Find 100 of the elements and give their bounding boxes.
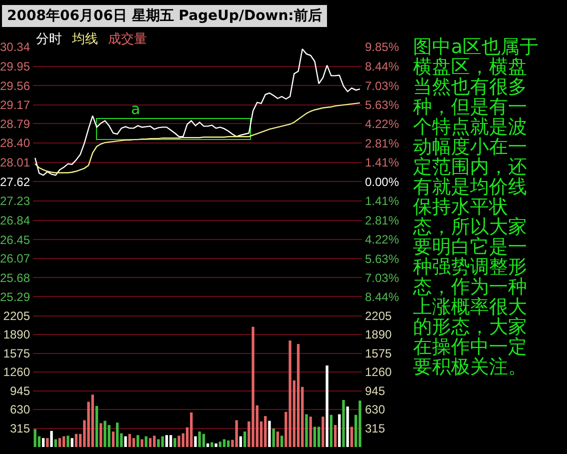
bar <box>198 432 201 447</box>
y2-tick-label: 4.22% <box>365 232 400 247</box>
bar <box>174 438 176 447</box>
bar <box>157 439 160 447</box>
bar <box>178 436 180 447</box>
bar <box>95 406 98 447</box>
bar <box>235 420 238 447</box>
y-tick-label: 30.34 <box>0 40 30 54</box>
y2-tick-label: 8.44% <box>365 59 400 74</box>
bar <box>218 442 222 447</box>
bar <box>169 435 172 447</box>
bar <box>210 442 214 447</box>
y-tick-label: 28.79 <box>0 116 30 131</box>
bar <box>91 394 94 447</box>
bar <box>194 436 197 447</box>
text: 均线 <box>72 32 98 47</box>
text: 图中a区也属于横盘区，横盘当然也有很多种，但是有一个特点就是波动幅度小在一定范围内，还有就是均价线保持水平状态，所以大家要明白它是一种强势调整形态，作为一种上涨概率很大的形态，大家在操作中一定要积极关注。 <box>413 36 539 378</box>
bar <box>136 435 140 447</box>
y-tick-label: 26.45 <box>0 232 30 247</box>
y2-tick-label: 945 <box>365 384 386 398</box>
y2-tick-label: 9.85% <box>365 40 400 54</box>
y2-tick-label: 4.22% <box>365 117 400 132</box>
bar <box>132 438 136 447</box>
bar <box>322 416 324 447</box>
bar <box>296 344 300 447</box>
y2-tick-label: 1.41% <box>365 194 400 208</box>
line-series <box>34 102 361 174</box>
y2-tick-label: 1575 <box>365 346 392 360</box>
bar <box>350 426 354 447</box>
bar <box>305 414 308 447</box>
y-tick-label: 26.84 <box>0 213 30 228</box>
y2-tick-label: 0.00% <box>365 174 400 189</box>
y-tick-label: 29.56 <box>0 78 30 93</box>
bar <box>288 340 292 447</box>
bar <box>144 436 148 447</box>
bar <box>309 416 312 447</box>
y-tick-label: 28.40 <box>0 136 30 150</box>
y-tick-label: 945 <box>10 384 30 398</box>
bar <box>104 420 106 447</box>
y2-tick-label: 630 <box>365 402 386 417</box>
annotation: a <box>131 100 140 118</box>
y2-tick-label: 7.03% <box>365 78 400 93</box>
y-tick-label: 25.29 <box>0 290 30 304</box>
bar <box>334 424 337 447</box>
bar <box>108 424 110 447</box>
line-series <box>34 48 361 176</box>
y2-tick-label: 315 <box>365 421 386 436</box>
bar <box>222 439 226 447</box>
bar <box>206 443 210 447</box>
y-tick-label: 28.01 <box>0 156 30 170</box>
bar <box>190 412 193 447</box>
bar <box>346 406 349 447</box>
y-tick-label: 1890 <box>3 328 30 342</box>
y-tick-label: 29.17 <box>0 98 30 112</box>
bar <box>268 420 271 447</box>
bar <box>70 438 74 447</box>
y2-tick-label: 2.81% <box>365 213 400 228</box>
bar <box>202 434 206 447</box>
bar <box>264 416 267 447</box>
bar <box>74 434 78 447</box>
bar <box>243 432 246 447</box>
text: 分时 <box>36 32 62 47</box>
bar <box>34 429 36 447</box>
y2-tick-label: 1.41% <box>365 156 400 170</box>
bar <box>128 434 131 447</box>
bar <box>252 326 254 447</box>
bar <box>50 430 53 447</box>
y2-tick-label: 5.63% <box>365 98 400 112</box>
bar <box>66 436 70 447</box>
bar <box>112 432 115 447</box>
y-tick-label: 315 <box>10 421 30 436</box>
y-tick-label: 25.68 <box>0 270 30 285</box>
bar <box>272 428 275 447</box>
bar <box>280 436 284 447</box>
bar <box>124 436 127 447</box>
y2-tick-label: 1260 <box>365 365 392 380</box>
bar <box>358 400 362 447</box>
y-tick-label: 2205 <box>3 308 30 323</box>
bar <box>313 426 316 447</box>
bar <box>330 414 332 447</box>
bar <box>116 422 119 447</box>
bar <box>239 436 242 447</box>
y-tick-label: 1260 <box>3 365 30 380</box>
y-tick-label: 27.62 <box>0 174 30 189</box>
y-tick-label: 27.23 <box>0 194 30 208</box>
bar <box>161 436 164 447</box>
bar <box>227 440 230 447</box>
y-tick-label: 26.07 <box>0 252 30 266</box>
chart-title: 2008年06月06日 星期五 PageUp/Down:前后 <box>2 5 327 27</box>
bar <box>58 438 62 447</box>
bar <box>326 365 328 447</box>
y2-tick-label: 8.44% <box>365 290 400 304</box>
bar <box>152 436 156 447</box>
y2-tick-label: 1890 <box>365 328 392 342</box>
bar <box>140 439 144 447</box>
y2-tick-label: 5.63% <box>365 252 400 266</box>
bar <box>62 436 66 447</box>
bar <box>342 400 345 447</box>
y-tick-label: 630 <box>10 402 30 417</box>
bar <box>276 432 280 447</box>
